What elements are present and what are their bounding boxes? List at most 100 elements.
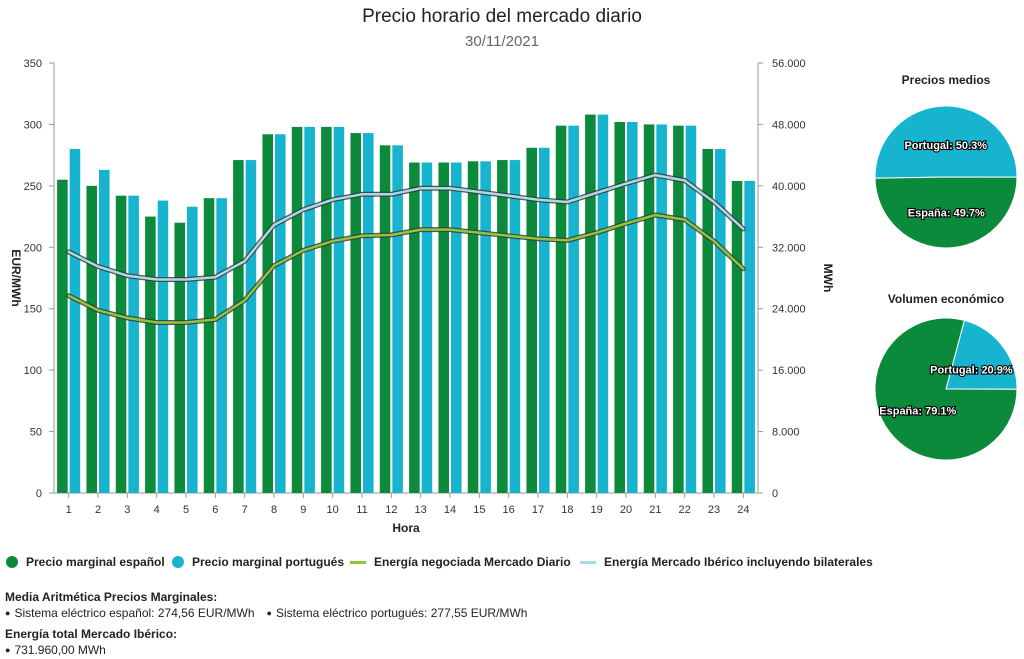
pie-volumen-slice-label: Portugal: 20.9% xyxy=(930,365,1013,377)
bar-precio-espanol xyxy=(702,149,713,493)
pie-precios-title: Precios medios xyxy=(901,73,991,87)
y-tick-label: 0 xyxy=(36,488,42,500)
pie-volumen-slice-label: España: 79.1% xyxy=(879,406,956,418)
x-tick-label: 18 xyxy=(561,504,573,516)
x-tick-label: 9 xyxy=(300,504,306,516)
x-tick-label: 24 xyxy=(737,504,749,516)
x-tick-label: 14 xyxy=(444,504,456,516)
y2-tick-label: 32.000 xyxy=(772,242,806,254)
summary-media-heading: Media Aritmética Precios Marginales: xyxy=(5,590,218,604)
y2-tick-label: 56.000 xyxy=(772,58,806,70)
bar-precio-portugues xyxy=(421,162,433,493)
y2-tick-label: 16.000 xyxy=(772,365,806,377)
bar-precio-espanol xyxy=(526,147,537,493)
bar-precio-espanol xyxy=(731,180,743,493)
bar-precio-portugues xyxy=(715,149,726,493)
y2-tick-label: 24.000 xyxy=(772,304,806,316)
x-tick-label: 15 xyxy=(473,504,485,516)
y-tick-label: 50 xyxy=(30,427,42,439)
legend-label: Precio marginal español xyxy=(26,555,165,569)
bar-precio-portugues xyxy=(568,125,579,494)
pie-volumen-slice xyxy=(945,319,1018,390)
bar-precio-espanol xyxy=(409,162,420,493)
legend-line-icon xyxy=(350,560,366,564)
x-tick-label: 13 xyxy=(415,504,427,516)
y-tick-label: 100 xyxy=(24,365,42,377)
legend-label: Precio marginal portugués xyxy=(192,555,345,569)
bar-precio-espanol xyxy=(203,198,215,493)
bar-precio-portugues xyxy=(480,161,491,494)
bar-precio-portugues xyxy=(187,206,198,493)
legend-dot-icon xyxy=(172,556,184,568)
summary-media-es: Sistema eléctrico español: 274,56 EUR/MW… xyxy=(5,605,254,622)
bar-precio-portugues xyxy=(363,133,374,493)
bar-precio-espanol xyxy=(57,179,68,493)
bar-precio-portugues xyxy=(275,134,286,493)
bar-precio-espanol xyxy=(145,216,156,494)
summary-block: Media Aritmética Precios Marginales: Sis… xyxy=(5,589,527,659)
bar-precio-espanol xyxy=(497,160,508,494)
y-tick-label: 150 xyxy=(24,304,42,316)
x-tick-label: 16 xyxy=(503,504,515,516)
x-tick-label: 6 xyxy=(212,504,218,516)
x-tick-label: 1 xyxy=(66,504,72,516)
bar-precio-espanol xyxy=(467,161,479,494)
bar-precio-espanol xyxy=(262,134,273,493)
bar-precio-portugues xyxy=(656,124,667,493)
legend-item-spain[interactable]: Precio marginal español xyxy=(6,555,165,569)
pie-volumen-title: Volumen económico xyxy=(887,292,1005,306)
pie-precios-slice xyxy=(874,105,1018,179)
legend-label: Energía Mercado Ibérico incluyendo bilat… xyxy=(604,555,873,569)
bar-precio-portugues xyxy=(128,195,139,493)
x-tick-label: 4 xyxy=(154,504,160,516)
legend-line-icon xyxy=(580,560,596,564)
y2-tick-label: 40.000 xyxy=(772,181,806,193)
x-tick-label: 10 xyxy=(327,504,339,516)
x-tick-label: 8 xyxy=(271,504,277,516)
x-tick-label: 11 xyxy=(356,504,367,516)
x-tick-label: 12 xyxy=(385,504,397,516)
bar-precio-espanol xyxy=(438,162,449,493)
bar-precio-espanol xyxy=(291,126,303,493)
y-tick-label: 350 xyxy=(24,58,42,70)
bar-precio-portugues xyxy=(392,145,403,494)
bar-precio-espanol xyxy=(115,195,127,493)
x-tick-label: 2 xyxy=(95,504,101,516)
y-axis-title: EUR/MWh xyxy=(9,249,23,306)
pie-precios-slice-label: España: 49.7% xyxy=(908,207,985,219)
bar-precio-espanol xyxy=(233,160,244,494)
y2-tick-label: 48.000 xyxy=(772,119,806,131)
legend-item-energia-iberico[interactable]: Energía Mercado Ibérico incluyendo bilat… xyxy=(580,555,873,569)
y-tick-label: 250 xyxy=(24,181,42,193)
bar-precio-portugues xyxy=(451,162,462,493)
x-tick-label: 3 xyxy=(124,504,130,516)
bar-precio-espanol xyxy=(673,125,684,494)
summary-energia-heading: Energía total Mercado Ibérico: xyxy=(5,627,178,641)
x-tick-label: 19 xyxy=(591,504,603,516)
bar-precio-portugues xyxy=(509,160,521,494)
x-tick-label: 23 xyxy=(708,504,720,516)
main-chart: 0 50 100 150 200 250 300 350 0 8.000 16.000 24.000 3… xyxy=(9,58,1018,535)
bar-precio-espanol xyxy=(350,133,361,493)
legend-item-portugal[interactable]: Precio marginal portugués xyxy=(172,555,344,569)
y-tick-label: 200 xyxy=(24,242,42,254)
bar-precio-portugues xyxy=(744,180,755,493)
legend-item-energia-diario[interactable]: Energía negociada Mercado Diario xyxy=(350,555,571,569)
x-tick-label: 20 xyxy=(620,504,632,516)
chart-legend: Precio marginal español Precio marginal … xyxy=(0,555,1024,573)
bar-precio-espanol xyxy=(585,114,596,493)
bar-precio-espanol xyxy=(321,126,332,493)
bar-precio-portugues xyxy=(685,125,697,494)
y2-tick-label: 8.000 xyxy=(772,427,800,439)
line-energia-iberico xyxy=(67,173,745,281)
y2-axis-title: MWh xyxy=(821,264,835,293)
summary-energia-total: 731.960,00 MWh xyxy=(5,642,527,659)
x-axis-title: Hora xyxy=(392,521,420,535)
pie-volumen-slice xyxy=(874,317,1018,461)
bar-precio-portugues xyxy=(333,126,345,493)
x-tick-label: 17 xyxy=(532,504,544,516)
x-tick-label: 21 xyxy=(649,504,661,516)
bar-precio-portugues xyxy=(304,126,315,493)
bar-precio-espanol xyxy=(614,121,625,493)
chart-subtitle: 30/11/2021 xyxy=(465,33,539,50)
